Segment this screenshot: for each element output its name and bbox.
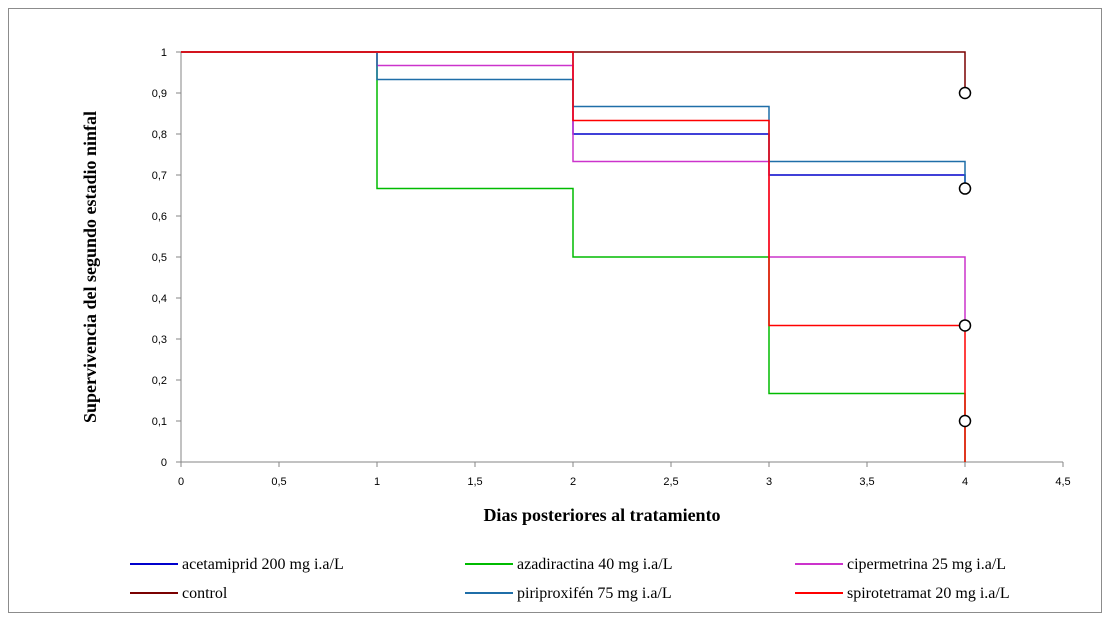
legend-label: cipermetrina 25 mg i.a/L [847,556,1006,573]
x-tick-label: 2,5 [663,476,678,488]
legend-label: spirotetramat 20 mg i.a/L [847,585,1010,602]
y-tick-label: 0,8 [152,129,167,141]
chart-frame [8,8,1102,613]
x-tick-label: 0,5 [271,476,286,488]
y-tick-label: 0,4 [152,293,167,305]
y-tick-label: 0,3 [152,334,167,346]
censor-marker [958,86,972,100]
x-tick-label: 3,5 [859,476,874,488]
x-axis-title: Dias posteriores al tratamiento [483,505,720,525]
y-tick-label: 0,6 [152,211,167,223]
x-tick-label: 4 [962,476,968,488]
x-tick-label: 0 [178,476,184,488]
legend: acetamiprid 200 mg i.a/L azadiractina 40 … [130,556,1010,602]
censor-marker [958,319,972,332]
axes: 0 0,1 0,2 0,3 0,4 0,5 0,6 0,7 0,8 0,9 1 0 0,5 1 1,5 2 2,… [152,47,1071,488]
x-tick-label: 2 [570,476,576,488]
legend-label: acetamiprid 200 mg i.a/L [182,556,344,573]
legend-label: piriproxifén 75 mg i.a/L [517,585,672,602]
y-tick-label: 0,5 [152,252,167,264]
y-tick-label: 1 [161,47,167,59]
censor-marker [958,182,972,195]
x-tick-label: 3 [766,476,772,488]
x-tick-label: 4,5 [1055,476,1070,488]
y-tick-label: 0,1 [152,416,167,428]
x-tick-label: 1,5 [467,476,482,488]
y-tick-label: 0,9 [152,88,167,100]
legend-label: azadiractina 40 mg i.a/L [517,556,672,573]
censor-marker [958,414,972,428]
series-layer [181,51,966,462]
legend-label: control [182,585,228,602]
censor-markers [958,86,972,428]
y-tick-label: 0 [161,457,167,469]
y-axis-title: Supervivencia del segundo estadio ninfal [80,111,100,423]
y-tick-label: 0,7 [152,170,167,182]
series-line-1 [181,51,966,462]
x-tick-label: 1 [374,476,380,488]
y-tick-label: 0,2 [152,375,167,387]
